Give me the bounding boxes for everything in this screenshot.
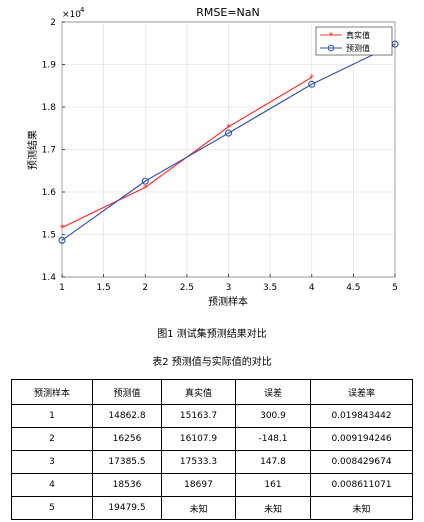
y-tick-label: 1.4 — [42, 273, 57, 283]
y-exponent-base: ×10 — [62, 10, 81, 20]
cell-sample: 5 — [11, 496, 93, 520]
series-point-0: * — [143, 183, 148, 194]
table-row: 2 16256 16107.9 -148.1 0.009194246 — [11, 427, 413, 451]
series-point-0: * — [60, 223, 65, 234]
x-tick-label: 1 — [59, 283, 65, 293]
y-tick-label: 1.7 — [42, 146, 56, 156]
cell-error: -148.1 — [235, 427, 311, 451]
cell-predicted: 16256 — [92, 427, 162, 451]
cell-error: 未知 — [235, 496, 311, 520]
chart-title: RMSE=NaN — [196, 6, 259, 19]
cell-error-rate: 0.008611071 — [310, 473, 413, 497]
header-error-rate: 误差率 — [310, 379, 413, 405]
figure-caption: 图1 测试集预测结果对比 — [157, 329, 267, 340]
cell-sample: 2 — [11, 427, 93, 451]
y-tick-label: 1.8 — [42, 103, 57, 113]
cell-predicted: 18536 — [92, 473, 162, 497]
cell-error-rate: 未知 — [310, 496, 413, 520]
x-axis-label: 预测样本 — [208, 295, 248, 308]
x-tick-label: 1.5 — [96, 283, 110, 293]
table-row: 4 18536 18697 161 0.008611071 — [11, 473, 413, 497]
y-tick-label: 1.5 — [42, 231, 56, 241]
comparison-table: 预测样本 预测值 真实值 误差 误差率 1 14862.8 15163.7 30… — [11, 379, 413, 520]
x-tick-label: 3.5 — [263, 283, 277, 293]
header-sample: 预测样本 — [11, 379, 93, 405]
cell-error: 147.8 — [235, 450, 311, 474]
cell-error: 161 — [235, 473, 311, 497]
header-predicted: 预测值 — [92, 379, 162, 405]
cell-error: 300.9 — [235, 404, 311, 428]
cell-sample: 1 — [11, 404, 93, 428]
cell-error-rate: 0.008429674 — [310, 450, 413, 474]
header-actual: 真实值 — [161, 379, 236, 405]
legend-marker-circle — [327, 44, 335, 52]
series-line-1 — [61, 43, 396, 241]
x-tick-label: 3 — [226, 283, 232, 293]
series-point-0: * — [226, 122, 231, 133]
table-row: 3 17385.5 17533.3 147.8 0.008429674 — [11, 450, 413, 474]
series-point-0: * — [309, 73, 314, 84]
cell-predicted: 14862.8 — [92, 404, 162, 428]
table-header-row: 预测样本 预测值 真实值 误差 误差率 — [11, 379, 413, 405]
x-tick-label: 2 — [142, 283, 148, 293]
cell-actual: 16107.9 — [161, 427, 236, 451]
legend-marker-star: * — [329, 32, 334, 42]
cell-error-rate: 0.019843442 — [310, 404, 413, 428]
series-point-1 — [308, 80, 316, 88]
legend-label-predicted: 预测值 — [346, 43, 370, 53]
prediction-chart: 1 1.5 2 2.5 3 3.5 4 4.5 51.41.51.61.71.81.92 ***… — [26, 6, 399, 308]
y-exponent-power: 4 — [80, 6, 85, 14]
cell-actual: 未知 — [161, 496, 236, 520]
x-tick-label: 5 — [392, 283, 398, 293]
cell-actual: 17533.3 — [161, 450, 236, 474]
series-point-1 — [141, 177, 149, 185]
cell-predicted: 19479.5 — [92, 496, 162, 520]
legend: * 真实值 预测值 — [315, 26, 393, 56]
legend-label-actual: 真实值 — [346, 30, 370, 40]
y-tick-label: 2 — [50, 18, 56, 28]
y-tick-label: 1.6 — [42, 188, 57, 198]
cell-actual: 15163.7 — [161, 404, 236, 428]
cell-sample: 4 — [11, 473, 93, 497]
cell-predicted: 17385.5 — [92, 450, 162, 474]
cell-sample: 3 — [11, 450, 93, 474]
series-point-1 — [224, 129, 233, 137]
x-tick-label: 4 — [309, 283, 315, 293]
table-caption: 表2 预测值与实际值的对比 — [152, 357, 272, 368]
y-axis-label: 预测结果 — [26, 130, 39, 170]
axis-ticks: 1 1.5 2 2.5 3 3.5 4 4.5 5 1.4 1.5 1.6 1.7 1.8 1.9 2 — [42, 18, 398, 293]
cell-actual: 18697 — [161, 473, 236, 497]
x-tick-label: 2.5 — [180, 283, 194, 293]
header-error: 误差 — [235, 379, 311, 405]
table-row: 5 19479.5 未知 未知 未知 — [11, 496, 413, 520]
table-row: 1 14862.8 15163.7 300.9 0.019843442 — [11, 404, 413, 428]
y-tick-label: 1.9 — [42, 61, 57, 71]
x-tick-label: 4.5 — [346, 283, 360, 293]
series-point-1 — [58, 236, 66, 244]
cell-error-rate: 0.009194246 — [310, 427, 413, 451]
